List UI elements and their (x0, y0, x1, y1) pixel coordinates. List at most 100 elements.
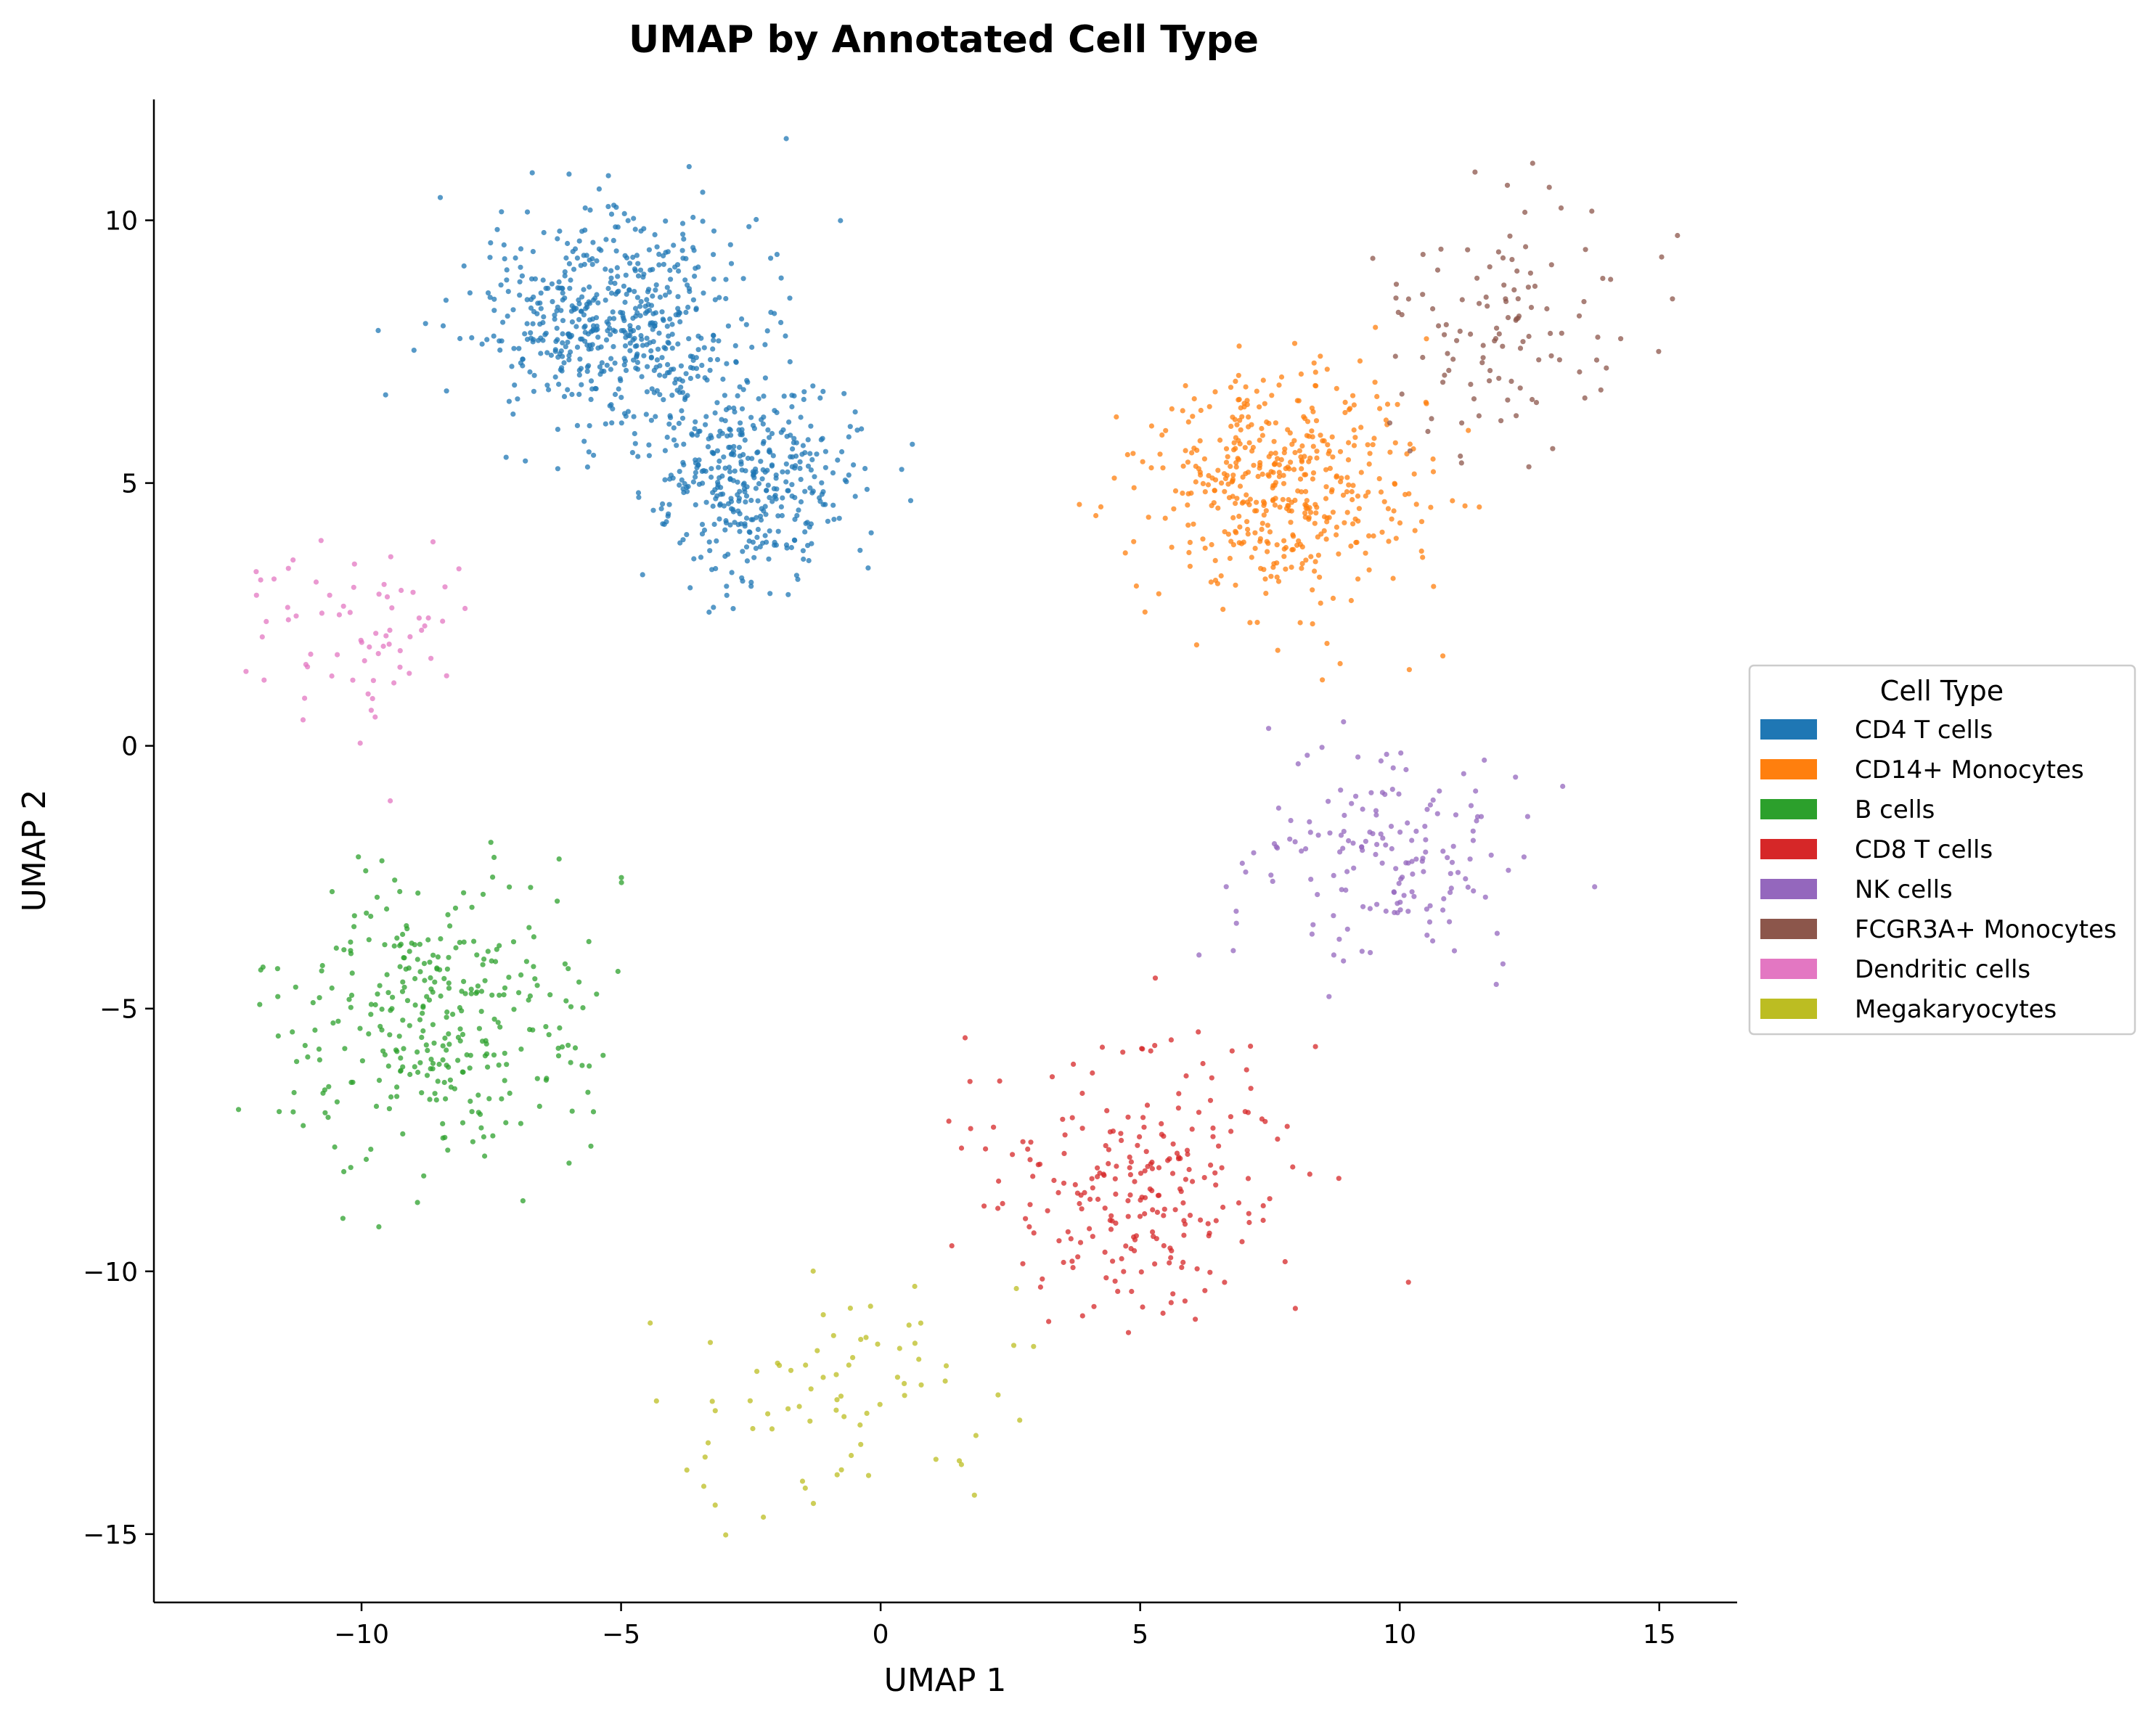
data-point (1177, 1155, 1183, 1161)
data-point (1487, 378, 1493, 384)
data-point (646, 287, 652, 292)
data-point (482, 978, 488, 983)
data-point (1212, 477, 1219, 483)
data-point (294, 1059, 300, 1065)
data-point (605, 328, 611, 334)
data-point (1249, 422, 1254, 427)
data-point (654, 357, 661, 363)
data-point (588, 1143, 594, 1149)
data-point (810, 1501, 817, 1507)
data-point (417, 941, 423, 947)
data-point (444, 673, 449, 679)
data-point (1271, 438, 1277, 444)
data-point (503, 1120, 509, 1126)
data-point (599, 360, 605, 366)
data-point (708, 357, 714, 363)
data-point (1337, 449, 1344, 454)
data-point (716, 516, 722, 522)
data-point (446, 1041, 452, 1047)
data-point (793, 453, 799, 459)
data-point (1334, 474, 1339, 480)
data-point (802, 1485, 808, 1491)
data-point (363, 1156, 369, 1163)
legend-label: CD14+ Monocytes (1855, 755, 2084, 785)
data-point (1389, 516, 1395, 522)
data-point (1037, 1284, 1043, 1290)
data-point (690, 479, 697, 485)
data-point (830, 1332, 836, 1338)
data-point (587, 1063, 592, 1069)
data-point (1159, 1121, 1164, 1126)
data-point (302, 695, 308, 701)
data-point (603, 266, 608, 272)
data-point (377, 1023, 383, 1029)
data-point (1283, 566, 1289, 572)
data-point (1604, 365, 1609, 371)
data-point (423, 1042, 429, 1048)
data-point (1219, 480, 1225, 486)
data-point (520, 356, 526, 362)
data-point (640, 343, 646, 348)
data-point (588, 378, 595, 384)
data-point (1266, 726, 1272, 732)
data-point (320, 1090, 326, 1096)
data-point (750, 1425, 756, 1432)
data-point (632, 289, 637, 295)
data-point (518, 972, 524, 978)
data-point (918, 1320, 923, 1326)
data-point (1251, 462, 1257, 468)
data-point (1443, 322, 1449, 327)
data-point (1299, 848, 1304, 854)
data-point (1257, 438, 1262, 443)
data-point (1281, 546, 1287, 552)
data-point (1272, 502, 1278, 508)
data-point (627, 348, 633, 353)
data-point (1278, 456, 1284, 463)
data-point (1482, 757, 1487, 763)
data-point (560, 331, 565, 337)
data-point (571, 266, 577, 272)
data-point (1343, 887, 1349, 893)
legend-swatch (1760, 719, 1817, 740)
data-point (1215, 467, 1221, 473)
data-point (555, 466, 561, 472)
data-point (728, 506, 735, 512)
data-point (576, 391, 582, 398)
data-point (317, 995, 322, 1001)
data-point (1367, 830, 1373, 835)
data-point (1363, 838, 1368, 844)
data-point (618, 420, 624, 426)
data-point (555, 354, 561, 360)
data-point (701, 1483, 707, 1489)
data-point (1233, 582, 1238, 588)
data-point (419, 1090, 425, 1096)
data-point (330, 1020, 336, 1026)
data-point (758, 459, 764, 464)
data-point (709, 1398, 715, 1404)
data-point (716, 295, 722, 300)
data-point (1180, 491, 1185, 496)
data-point (1262, 1118, 1268, 1124)
data-point (1261, 567, 1267, 573)
legend-label: Dendritic cells (1855, 955, 2030, 984)
data-point (971, 1492, 977, 1498)
data-point (552, 316, 558, 322)
data-point (608, 211, 615, 217)
data-point (1313, 418, 1320, 424)
data-point (623, 272, 629, 278)
data-point (556, 381, 562, 388)
data-point (1148, 423, 1154, 429)
data-point (1252, 530, 1258, 536)
data-point (774, 486, 780, 492)
data-point (683, 371, 689, 377)
data-point (301, 1123, 306, 1129)
data-point (1228, 464, 1233, 470)
data-point (293, 613, 299, 619)
data-point (1095, 1196, 1101, 1203)
data-point (534, 983, 540, 988)
data-point (958, 1462, 964, 1467)
data-point (1424, 933, 1430, 938)
data-point (1517, 385, 1523, 391)
data-point (690, 297, 697, 303)
data-point (1346, 482, 1352, 488)
